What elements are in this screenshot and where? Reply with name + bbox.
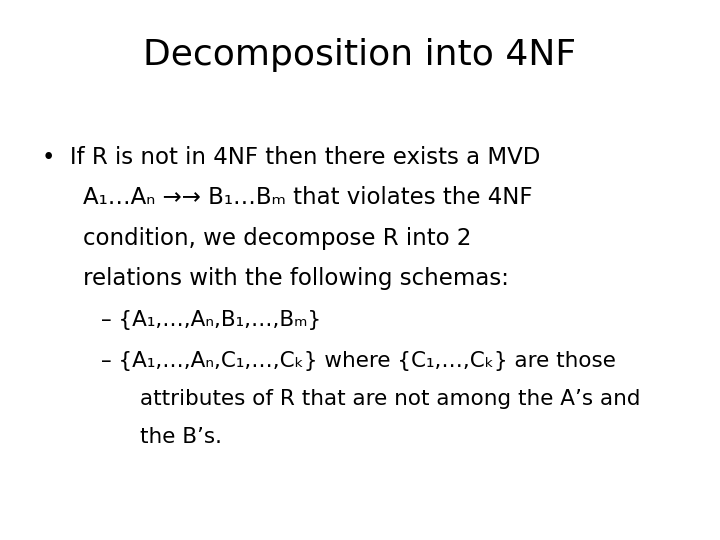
Text: condition, we decompose R into 2: condition, we decompose R into 2: [83, 227, 471, 250]
Text: – {A₁,…,Aₙ,B₁,…,Bₘ}: – {A₁,…,Aₙ,B₁,…,Bₘ}: [101, 310, 321, 330]
Text: the B’s.: the B’s.: [140, 427, 222, 447]
Text: relations with the following schemas:: relations with the following schemas:: [83, 267, 508, 291]
Text: attributes of R that are not among the A’s and: attributes of R that are not among the A…: [140, 389, 641, 409]
Text: •  If R is not in 4NF then there exists a MVD: • If R is not in 4NF then there exists a…: [42, 146, 540, 169]
Text: A₁…Aₙ →→ B₁…Bₘ that violates the 4NF: A₁…Aₙ →→ B₁…Bₘ that violates the 4NF: [83, 186, 532, 210]
Text: Decomposition into 4NF: Decomposition into 4NF: [143, 38, 577, 72]
Text: – {A₁,…,Aₙ,C₁,…,Cₖ} where {C₁,…,Cₖ} are those: – {A₁,…,Aₙ,C₁,…,Cₖ} where {C₁,…,Cₖ} are …: [101, 351, 616, 371]
